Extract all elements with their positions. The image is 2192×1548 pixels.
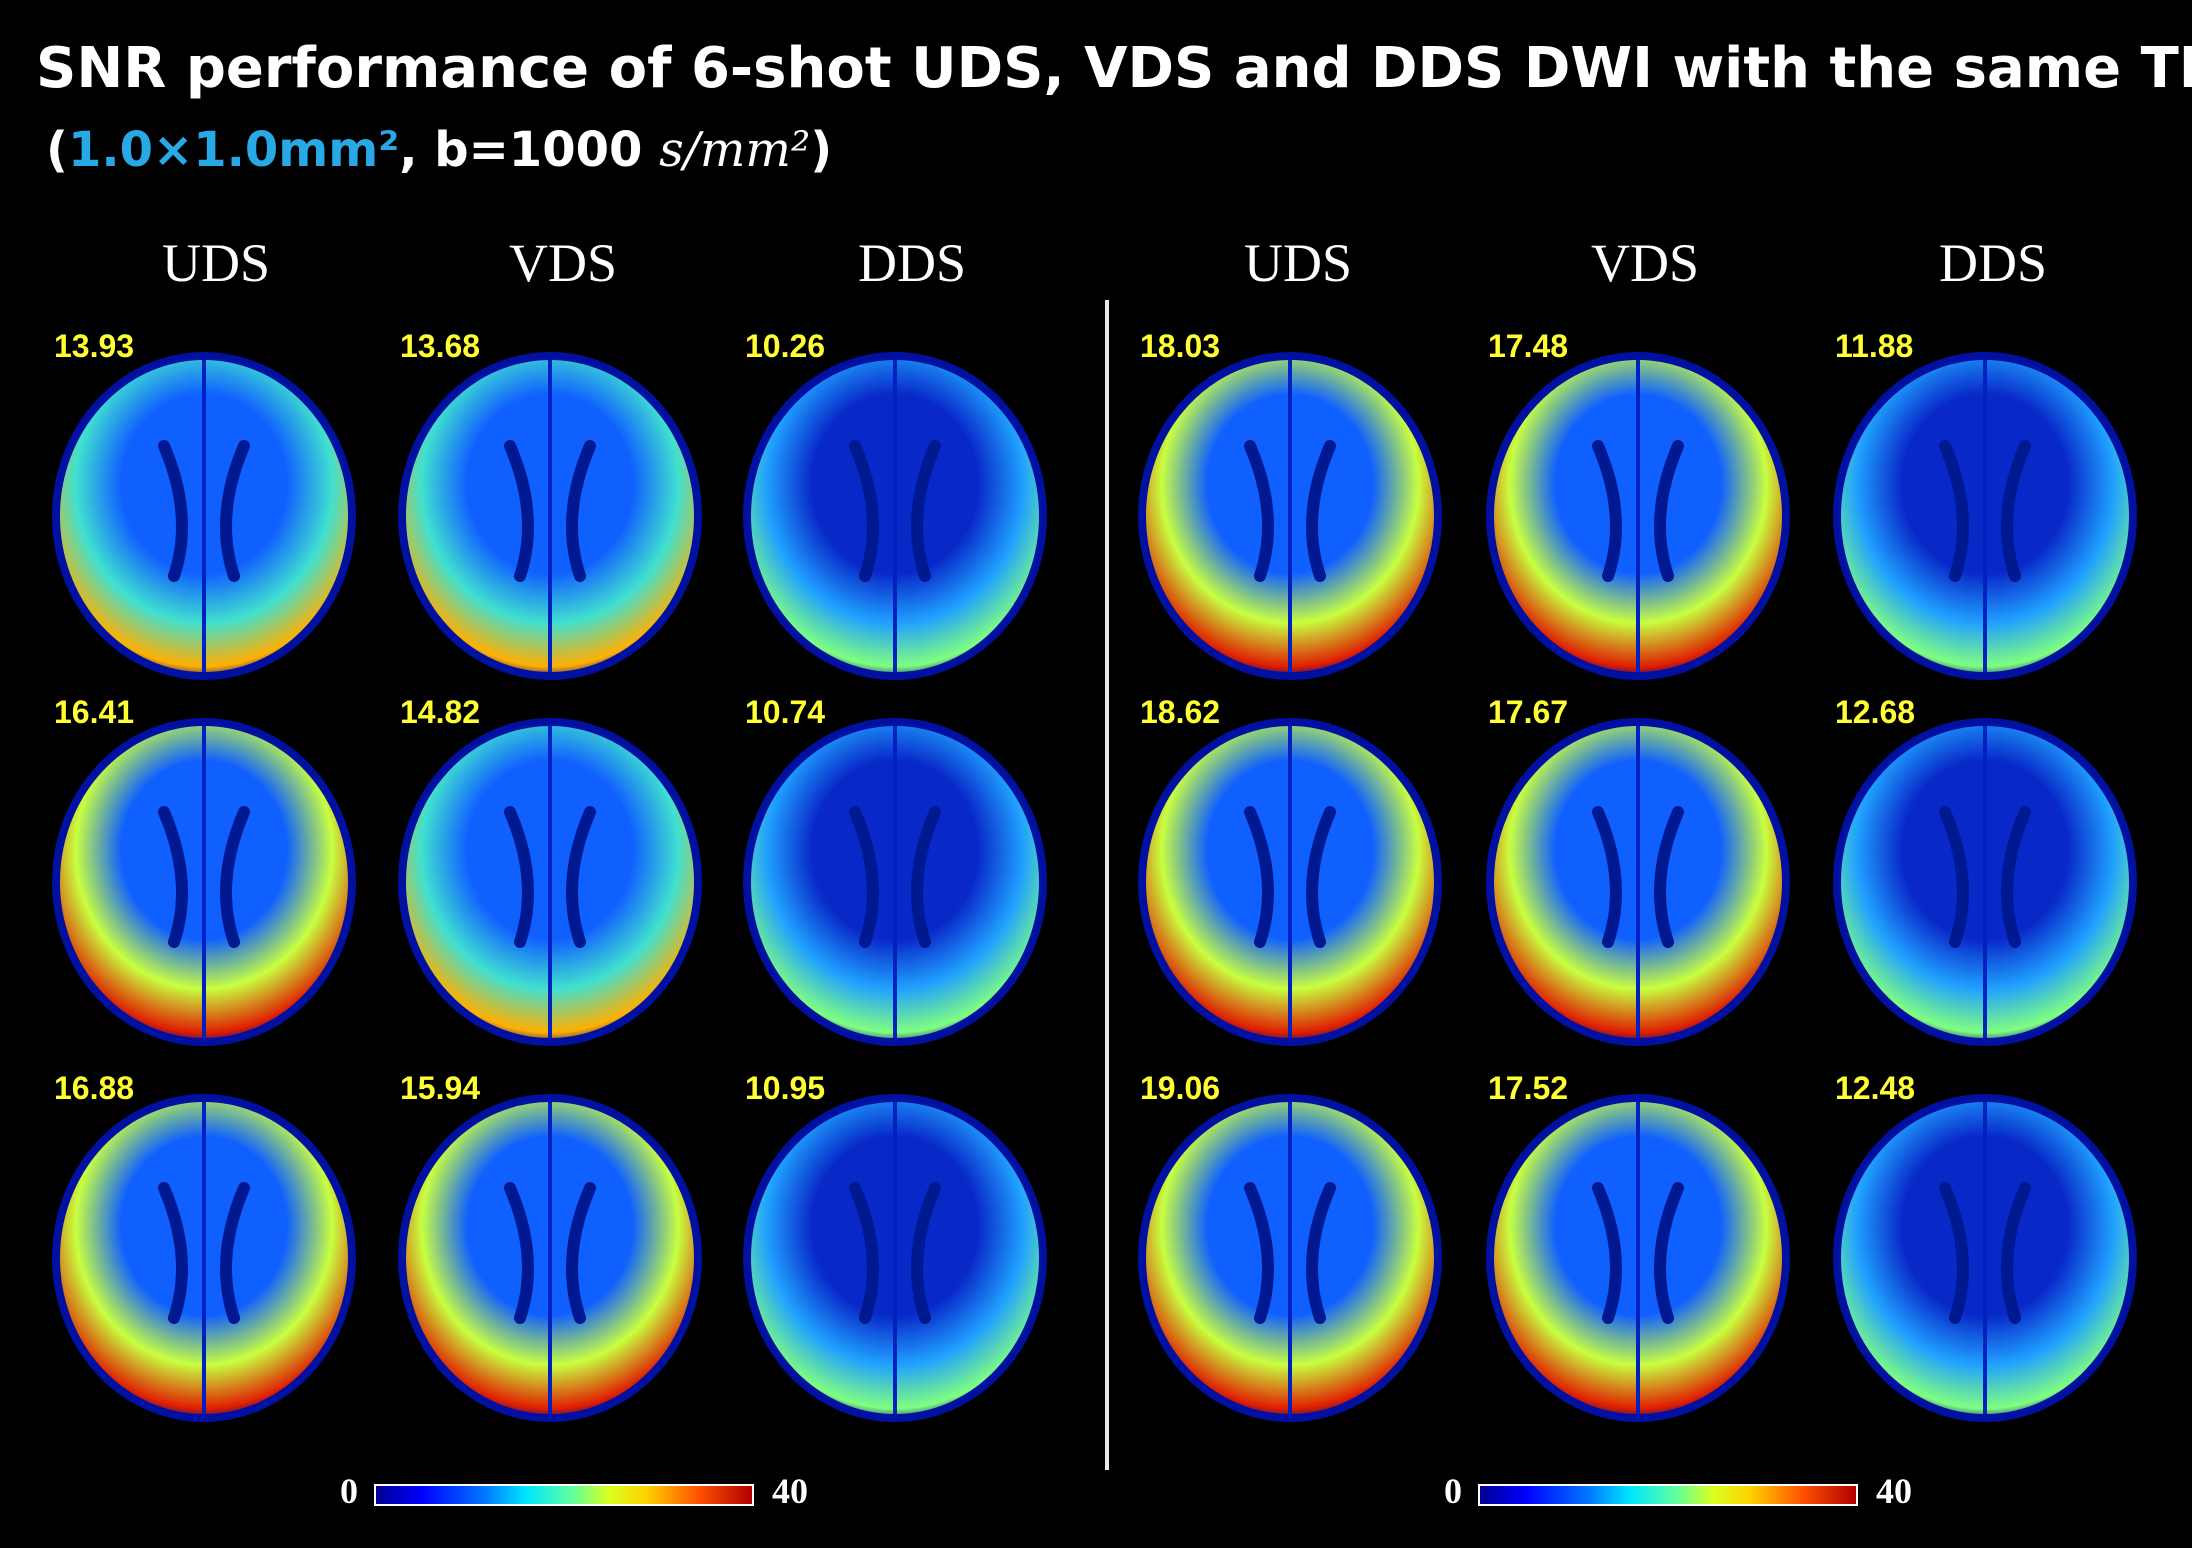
ventricles (1244, 806, 1336, 948)
snr-value: 19.06 (1140, 1070, 1221, 1106)
snr-value: 13.93 (54, 328, 135, 364)
brain-snr-map (1138, 352, 1442, 680)
ventricles (158, 806, 250, 948)
ventricles (504, 1182, 596, 1324)
brain-panel: 17.67 (1478, 692, 1808, 1052)
snr-value: 12.48 (1835, 1070, 1916, 1106)
ventricles (158, 1182, 250, 1324)
brain-snr-map (743, 1094, 1047, 1422)
brain-panel: 12.68 (1825, 692, 2155, 1052)
colorbar-gradient (374, 1484, 754, 1506)
brain-panel: 12.48 (1825, 1068, 2155, 1428)
snr-value: 13.68 (400, 328, 481, 364)
ventricles (1939, 440, 2031, 582)
brain-panel: 19.06 (1130, 1068, 1460, 1428)
ventricles (504, 440, 596, 582)
brain-snr-map (52, 718, 356, 1046)
snr-value: 17.52 (1488, 1070, 1569, 1106)
brain-panel: 13.93 (44, 326, 374, 686)
ventricles (504, 806, 596, 948)
ventricles (158, 440, 250, 582)
brain-panel: 18.62 (1130, 692, 1460, 1052)
colorbar-max: 40 (1876, 1471, 1912, 1511)
brain-snr-map (1138, 1094, 1442, 1422)
resolution-label: 1.0×1.0mm² (67, 122, 400, 178)
colorbar-min: 0 (340, 1471, 358, 1511)
brain-panel: 15.94 (390, 1068, 720, 1428)
snr-value: 10.74 (745, 694, 826, 730)
col-header-dds-left: DDS (857, 233, 967, 293)
snr-value: 18.62 (1140, 694, 1221, 730)
figure-subtitle: (1.0×1.0mm², b=1000 s/mm²) (46, 122, 833, 178)
brain-panel: 10.95 (735, 1068, 1065, 1428)
brain-panel: 11.88 (1825, 326, 2155, 686)
colorbar-min: 0 (1444, 1471, 1462, 1511)
snr-value: 16.41 (54, 694, 135, 730)
ventricles (849, 1182, 941, 1324)
brain-snr-map (1486, 352, 1790, 680)
col-header-vds-right: VDS (1590, 233, 1700, 293)
group-divider (1105, 300, 1109, 1470)
brain-snr-map (52, 1094, 356, 1422)
ventricles (1939, 1182, 2031, 1324)
brain-snr-map (1833, 352, 2137, 680)
snr-value: 17.48 (1488, 328, 1569, 364)
snr-value: 14.82 (400, 694, 481, 730)
b-value-unit: s/mm² (659, 122, 811, 178)
ventricles (1592, 1182, 1684, 1324)
brain-snr-map (1138, 718, 1442, 1046)
brain-panel: 10.74 (735, 692, 1065, 1052)
snr-value: 15.94 (400, 1070, 481, 1106)
brain-panel: 13.68 (390, 326, 720, 686)
snr-value: 10.26 (745, 328, 826, 364)
ventricles (1244, 440, 1336, 582)
brain-panel: 17.52 (1478, 1068, 1808, 1428)
brain-panel: 17.48 (1478, 326, 1808, 686)
brain-snr-map (398, 1094, 702, 1422)
brain-snr-map (398, 718, 702, 1046)
brain-snr-map (743, 718, 1047, 1046)
brain-snr-map (1486, 1094, 1790, 1422)
snr-value: 10.95 (745, 1070, 826, 1106)
brain-snr-map (1833, 718, 2137, 1046)
brain-panel: 16.88 (44, 1068, 374, 1428)
ventricles (1939, 806, 2031, 948)
ventricles (1592, 806, 1684, 948)
snr-value: 17.67 (1488, 694, 1569, 730)
ventricles (1244, 1182, 1336, 1324)
colorbar-max: 40 (772, 1471, 808, 1511)
brain-snr-map (52, 352, 356, 680)
col-header-dds-right: DDS (1938, 233, 2048, 293)
brain-panel: 10.26 (735, 326, 1065, 686)
ventricles (849, 806, 941, 948)
brain-snr-map (743, 352, 1047, 680)
colorbar-left: 0 40 (340, 1470, 820, 1511)
brain-snr-map (1833, 1094, 2137, 1422)
brain-panel: 14.82 (390, 692, 720, 1052)
snr-value: 18.03 (1140, 328, 1221, 364)
snr-value: 16.88 (54, 1070, 135, 1106)
ventricles (849, 440, 941, 582)
brain-panel: 16.41 (44, 692, 374, 1052)
brain-snr-map (398, 352, 702, 680)
col-header-vds-left: VDS (508, 233, 618, 293)
brain-snr-map (1486, 718, 1790, 1046)
ventricles (1592, 440, 1684, 582)
snr-value: 11.88 (1835, 328, 1914, 364)
brain-panel: 18.03 (1130, 326, 1460, 686)
colorbar-right: 0 40 (1444, 1470, 1924, 1511)
col-header-uds-right: UDS (1243, 233, 1353, 293)
figure-title: SNR performance of 6-shot UDS, VDS and D… (36, 36, 2192, 101)
col-header-uds-left: UDS (161, 233, 271, 293)
colorbar-gradient (1478, 1484, 1858, 1506)
snr-value: 12.68 (1835, 694, 1916, 730)
